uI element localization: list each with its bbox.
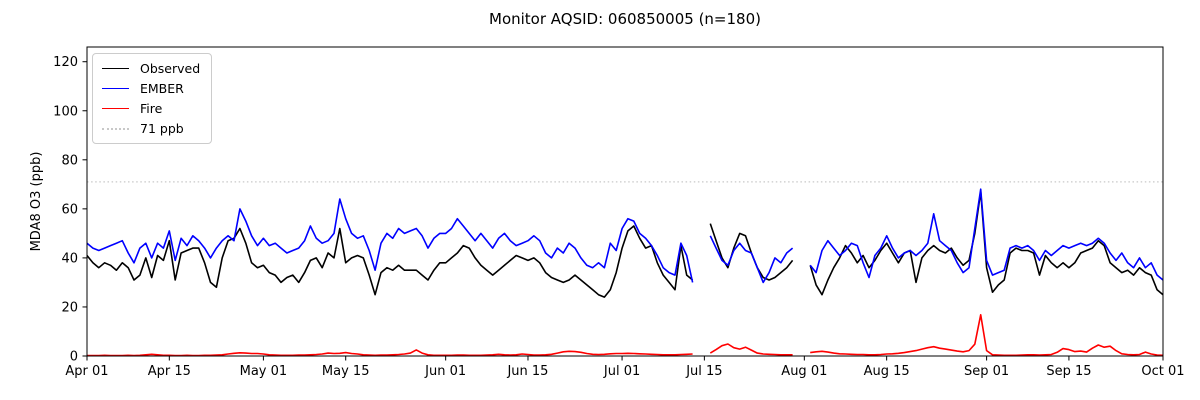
plot-border: [86, 46, 1164, 357]
y-tick-label: 120: [53, 55, 78, 70]
observed-line: [86, 190, 1164, 298]
y-axis-label: MDA8 O3 (ppb): [29, 152, 44, 252]
x-tick-label: May 01: [240, 364, 288, 379]
x-tick-label: Jul 01: [603, 364, 640, 379]
y-tick-label: 100: [53, 104, 78, 119]
x-tick-label: May 15: [322, 364, 370, 379]
y-tick-label: 20: [61, 300, 78, 315]
fire-line: [87, 314, 1164, 357]
y-tick-label: 0: [70, 350, 78, 365]
x-tick-label: Aug 15: [864, 364, 910, 379]
x-tick-label: Apr 01: [65, 364, 108, 379]
legend-item-observed: Observed: [102, 62, 200, 75]
legend-label-observed: Observed: [140, 61, 201, 76]
x-tick-label: Sep 01: [964, 364, 1009, 379]
legend-swatch-threshold: [102, 127, 129, 130]
x-tick-label: Sep 15: [1046, 364, 1091, 379]
legend: Observed EMBER Fire 71 ppb: [92, 53, 213, 144]
x-tick-label: Jun 01: [424, 364, 466, 379]
y-tick-label: 40: [61, 251, 78, 266]
chart-title: Monitor AQSID: 060850005 (n=180): [489, 10, 761, 28]
x-tick-label: Oct 01: [1141, 364, 1184, 379]
legend-swatch-fire: [102, 108, 129, 109]
x-tick-label: Aug 01: [781, 364, 827, 379]
legend-label-fire: Fire: [140, 101, 163, 116]
legend-label-ember: EMBER: [140, 81, 184, 96]
legend-item-ember: EMBER: [102, 82, 200, 95]
legend-swatch-ember: [102, 88, 129, 89]
legend-swatch-observed: [102, 68, 129, 69]
x-tick-label: Apr 15: [148, 364, 191, 379]
legend-label-threshold: 71 ppb: [140, 121, 184, 136]
legend-item-fire: Fire: [102, 102, 200, 115]
legend-item-threshold: 71 ppb: [102, 122, 200, 135]
ember-line: [86, 188, 1164, 284]
x-tick-label: Jul 15: [685, 364, 722, 379]
y-tick-label: 80: [61, 153, 78, 168]
y-tick-label: 60: [61, 202, 78, 217]
x-tick-label: Jun 15: [506, 364, 548, 379]
